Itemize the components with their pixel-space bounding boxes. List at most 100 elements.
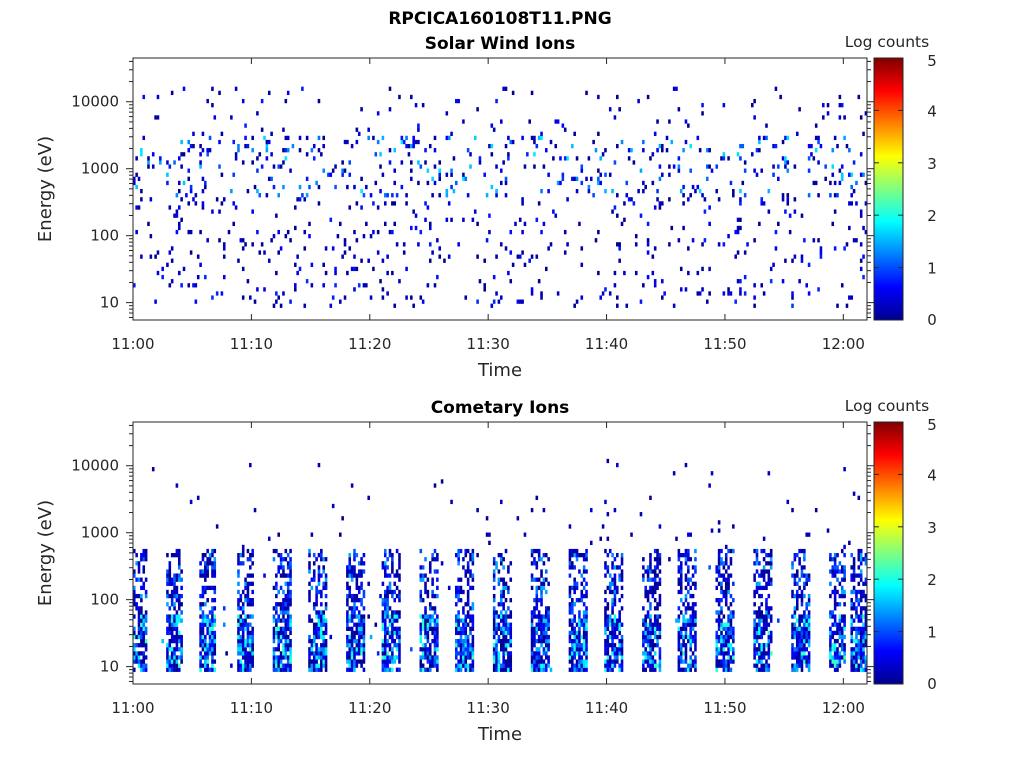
heatmap-cell — [765, 651, 768, 656]
heatmap-cell — [168, 593, 172, 599]
heatmap-cell — [568, 638, 572, 644]
heatmap-cell — [758, 622, 761, 627]
heatmap-cell — [613, 643, 617, 648]
heatmap-cell — [492, 557, 496, 562]
heatmap-cell — [649, 569, 652, 574]
heatmap-cell — [689, 193, 692, 198]
heatmap-cell — [509, 622, 513, 627]
heatmap-cell — [383, 548, 387, 554]
heatmap-cell — [606, 643, 610, 648]
heatmap-cell — [395, 614, 399, 619]
x-tick-label: 11:40 — [585, 335, 628, 353]
heatmap-cell — [585, 638, 588, 644]
heatmap-cell — [294, 205, 297, 210]
heatmap-cell — [180, 647, 183, 652]
heatmap-cell — [199, 626, 202, 631]
heatmap-cell — [241, 544, 245, 550]
heatmap-cell — [833, 553, 837, 558]
heatmap-cell — [540, 569, 543, 574]
heatmap-cell — [568, 553, 572, 558]
heatmap-cell — [277, 630, 280, 636]
heatmap-cell — [251, 553, 254, 558]
heatmap-cell — [466, 610, 470, 615]
heatmap-cell — [391, 655, 394, 660]
heatmap-cell — [315, 643, 318, 648]
heatmap-cell — [857, 651, 861, 656]
heatmap-cell — [204, 553, 207, 558]
heatmap-cell — [414, 139, 418, 145]
heatmap-cell — [798, 626, 801, 631]
heatmap-cell — [471, 647, 475, 652]
heatmap-cell — [781, 139, 785, 145]
heatmap-cell — [310, 532, 314, 537]
heatmap-cell — [795, 581, 799, 586]
heatmap-cell — [357, 643, 361, 648]
heatmap-cell — [251, 647, 254, 652]
heatmap-cell — [277, 655, 280, 660]
heatmap-cell — [492, 651, 496, 656]
heatmap-cell — [353, 229, 356, 235]
heatmap-cell — [329, 634, 333, 640]
heatmap-cell — [862, 659, 865, 664]
heatmap-cell — [433, 569, 437, 574]
heatmap-cell — [180, 655, 183, 660]
heatmap-cell — [575, 299, 579, 304]
heatmap-cell — [836, 638, 839, 644]
heatmap-cell — [244, 598, 247, 603]
heatmap-cell — [362, 193, 366, 198]
heatmap-cell — [270, 176, 273, 182]
heatmap-cell — [362, 283, 366, 288]
heatmap-cell — [838, 643, 842, 648]
heatmap-cell — [805, 663, 809, 668]
heatmap-cell — [346, 651, 349, 656]
heatmap-cell — [540, 622, 543, 627]
heatmap-cell — [795, 593, 799, 599]
heatmap-cell — [277, 565, 280, 570]
heatmap-cell — [618, 638, 621, 644]
heatmap-cell — [720, 573, 723, 578]
heatmap-cell — [807, 598, 811, 603]
heatmap-cell — [497, 638, 501, 644]
heatmap-cell — [805, 622, 809, 627]
heatmap-cell — [424, 581, 427, 586]
heatmap-cell — [642, 651, 645, 656]
heatmap-cell — [168, 667, 172, 672]
heatmap-cell — [838, 602, 842, 607]
heatmap-cell — [433, 610, 437, 615]
heatmap-cell — [497, 667, 501, 672]
heatmap-cell — [237, 634, 240, 640]
heatmap-cell — [324, 622, 328, 627]
heatmap-cell — [687, 589, 690, 595]
heatmap-cell — [246, 589, 250, 595]
heatmap-cell — [682, 638, 685, 644]
heatmap-cell — [727, 548, 730, 554]
heatmap-cell — [606, 569, 610, 574]
heatmap-cell — [573, 131, 576, 136]
heatmap-cell — [177, 638, 181, 644]
heatmap-cell — [717, 647, 721, 652]
heatmap-cell — [386, 291, 389, 296]
heatmap-cell — [762, 651, 766, 656]
heatmap-cell — [777, 618, 780, 623]
heatmap-cell — [850, 602, 853, 607]
heatmap-cell — [540, 557, 543, 562]
heatmap-cell — [289, 168, 292, 173]
heatmap-cell — [836, 565, 839, 570]
heatmap-cell — [350, 483, 354, 488]
heatmap-cell — [620, 585, 624, 591]
heatmap-cell — [421, 103, 425, 108]
heatmap-cell — [180, 638, 183, 644]
heatmap-cell — [795, 638, 799, 644]
heatmap-cell — [653, 279, 657, 284]
heatmap-cell — [315, 626, 318, 631]
heatmap-cell — [282, 626, 285, 631]
heatmap-cell — [509, 561, 513, 566]
heatmap-cell — [585, 553, 588, 558]
heatmap-cell — [608, 659, 612, 664]
heatmap-cell — [398, 598, 401, 603]
heatmap-cell — [208, 667, 212, 672]
heatmap-cell — [282, 569, 285, 574]
heatmap-cell — [500, 577, 503, 582]
heatmap-cell — [310, 585, 314, 591]
heatmap-cell — [500, 557, 503, 562]
